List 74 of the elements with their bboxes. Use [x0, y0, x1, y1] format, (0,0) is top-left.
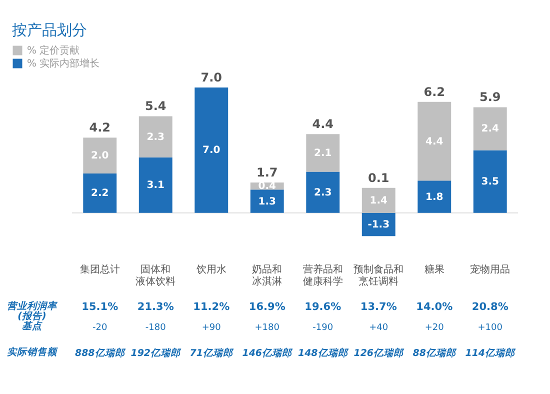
bar	[83, 138, 117, 174]
text: 实际销售额	[7, 346, 59, 358]
x-tick-label: 集团总计	[80, 264, 120, 276]
text: +90	[202, 323, 222, 333]
text: 114亿瑞郎	[465, 347, 516, 359]
text: -180	[145, 323, 166, 333]
total-label: 7.0	[200, 70, 222, 85]
text: 14.0%	[416, 301, 454, 313]
bar	[138, 116, 172, 158]
text: +40	[369, 323, 388, 333]
data-label: 4.4	[426, 136, 444, 148]
text: 16.9%	[248, 301, 286, 313]
bar	[194, 88, 228, 213]
data-label: 1.8	[426, 192, 444, 203]
bar	[306, 134, 340, 172]
text: 基点	[22, 320, 43, 332]
x-tick-label: 饮用水	[195, 264, 226, 276]
x-tick-label: 糖果	[424, 264, 444, 276]
x-tick-label: 固体和液体饮料	[136, 264, 176, 288]
data-label: 2.2	[91, 188, 109, 200]
data-label: 7.0	[202, 145, 220, 156]
text: -190	[312, 323, 334, 333]
total-label: 4.4	[312, 117, 334, 132]
total-label: 1.7	[256, 165, 278, 180]
bar	[306, 172, 340, 213]
bar	[138, 157, 172, 213]
total-label: 5.4	[144, 99, 166, 114]
text: 21.3%	[137, 301, 174, 313]
chart-title: 按产品划分	[12, 21, 87, 39]
text: +180	[254, 323, 280, 333]
x-tick-label: 宠物用品	[470, 264, 510, 276]
data-label: 2.1	[314, 148, 332, 159]
x-tick-label: 营养品和健康科学	[302, 264, 343, 288]
data-label: 2.0	[91, 150, 109, 162]
data-label: 3.1	[146, 180, 165, 192]
total-label: 4.2	[89, 120, 111, 135]
total-label: 6.2	[424, 84, 446, 99]
bar	[362, 212, 396, 236]
bar	[473, 150, 507, 213]
text: 15.1%	[82, 301, 119, 313]
text: 192亿瑞郎	[130, 347, 182, 359]
data-label: 1.4	[370, 195, 388, 206]
text: 888亿瑞郎	[74, 347, 126, 359]
data-label: 2.3	[146, 132, 165, 143]
total-label: 5.9	[479, 90, 501, 104]
total-label: 0.1	[368, 170, 390, 185]
data-label: 3.5	[481, 176, 500, 188]
legend-label: % 实际内部增长	[27, 58, 100, 70]
bar	[83, 174, 117, 213]
bar	[250, 190, 284, 213]
legend-label: % 定价贡献	[27, 44, 80, 56]
data-label: -1.3	[368, 220, 390, 231]
text: 19.6%	[304, 301, 342, 313]
data-label: 2.4	[481, 124, 500, 135]
text: 146亿瑞郎	[242, 347, 294, 359]
text: 营业利润率 (报告)	[7, 300, 58, 322]
x-tick-label: 预制食品和烹饪调料	[354, 264, 404, 288]
text: 20.8%	[472, 301, 509, 313]
text: 126亿瑞郎	[354, 347, 405, 359]
text: +20	[424, 323, 444, 333]
text: 13.7%	[360, 301, 398, 313]
text: 71亿瑞郎	[190, 347, 234, 359]
bar	[418, 102, 452, 181]
text: -20	[92, 323, 108, 333]
text: +100	[478, 323, 503, 333]
bar	[473, 107, 507, 150]
bar	[418, 180, 452, 213]
text: 88亿瑞郎	[412, 347, 457, 359]
bar	[362, 188, 396, 213]
x-tick-label: 奶品和冰淇淋	[252, 264, 282, 288]
data-label: 2.3	[314, 187, 332, 198]
text: 148亿瑞郎	[298, 347, 349, 359]
text: 11.2%	[193, 301, 230, 313]
data-label: 1.3	[258, 196, 276, 208]
